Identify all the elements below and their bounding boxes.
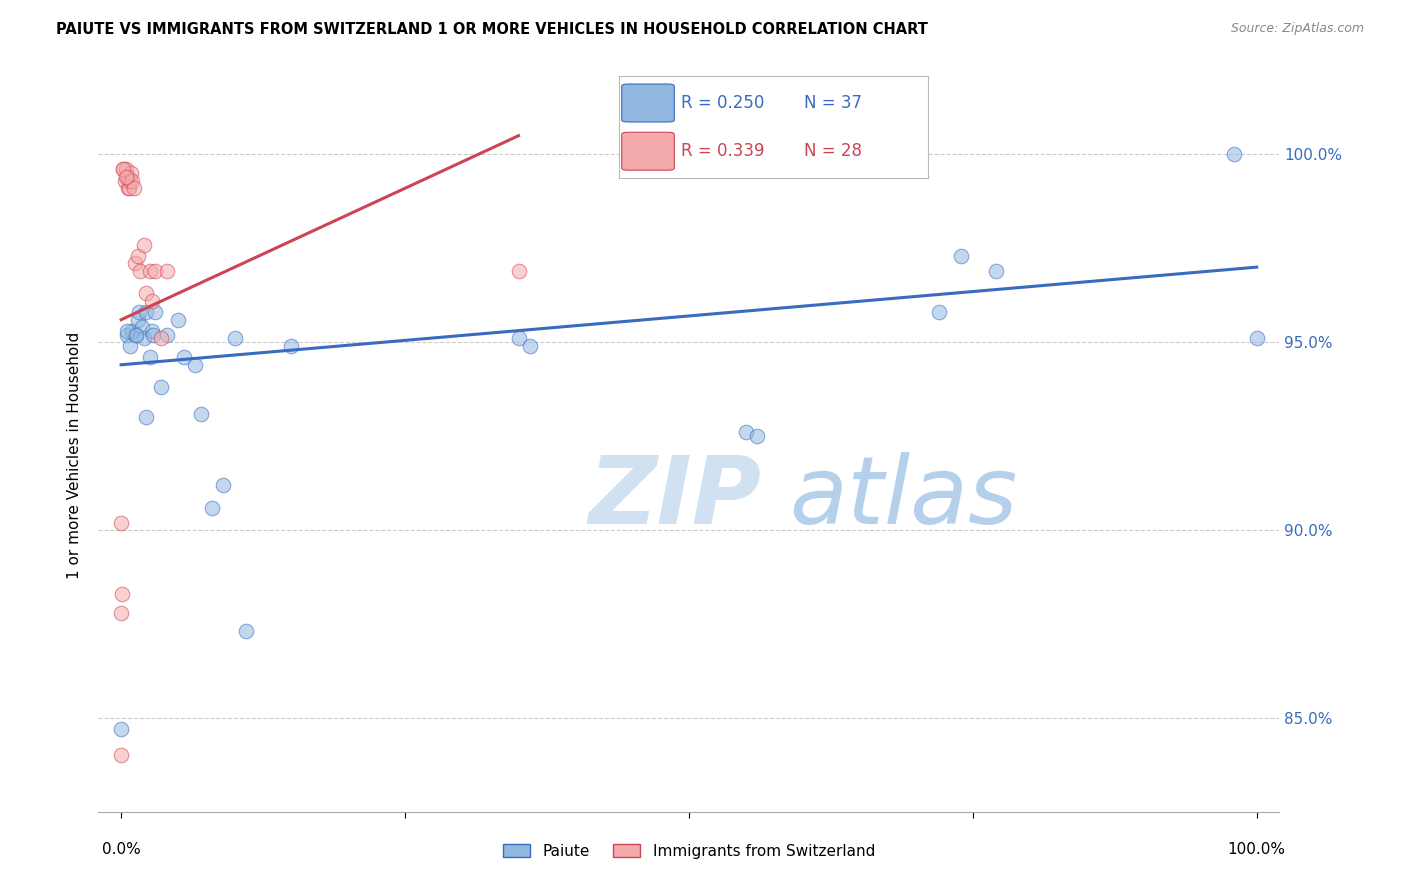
Text: 100.0%: 100.0% (1227, 842, 1285, 857)
FancyBboxPatch shape (621, 132, 675, 170)
Point (117, 181, 139, 195)
Point (155, 264, 177, 278)
Point (131, 320, 153, 334)
Point (201, 500, 224, 515)
Point (127, 249, 149, 263)
Point (115, 324, 138, 338)
Point (115, 327, 138, 342)
Point (125, 327, 148, 342)
Text: R = 0.250: R = 0.250 (681, 94, 763, 112)
Text: PAIUTE VS IMMIGRANTS FROM SWITZERLAND 1 OR MORE VEHICLES IN HOUSEHOLD CORRELATIO: PAIUTE VS IMMIGRANTS FROM SWITZERLAND 1 … (56, 22, 928, 37)
Point (235, 624, 257, 639)
Point (984, 264, 1007, 278)
Point (1223, 147, 1246, 161)
Point (142, 327, 165, 342)
Point (117, 169, 139, 184)
Point (149, 380, 172, 394)
Point (118, 181, 141, 195)
Point (114, 169, 136, 184)
Point (508, 264, 530, 278)
Point (190, 407, 212, 421)
Point (928, 305, 950, 319)
Point (135, 305, 157, 319)
Point (110, 722, 132, 736)
Point (280, 339, 302, 353)
Point (128, 305, 150, 319)
Text: 0.0%: 0.0% (101, 842, 141, 857)
Point (112, 162, 135, 177)
Point (143, 264, 166, 278)
Point (950, 249, 973, 263)
Text: ZIP: ZIP (589, 451, 762, 544)
Point (212, 478, 235, 492)
Point (122, 181, 145, 195)
Text: N = 28: N = 28 (804, 142, 862, 161)
Point (120, 166, 142, 180)
Y-axis label: 1 or more Vehicles in Household: 1 or more Vehicles in Household (67, 331, 83, 579)
Point (125, 327, 148, 342)
Point (115, 169, 138, 184)
Point (129, 264, 152, 278)
Point (124, 256, 146, 270)
Point (138, 264, 160, 278)
Point (135, 286, 157, 301)
Point (114, 174, 136, 188)
Point (121, 174, 143, 188)
Point (132, 237, 155, 252)
Point (173, 351, 195, 365)
Point (110, 606, 132, 620)
Point (110, 516, 132, 530)
Point (508, 331, 530, 345)
Point (120, 339, 142, 353)
Point (1246, 331, 1268, 345)
Point (519, 339, 541, 353)
Point (141, 324, 163, 338)
Point (135, 410, 157, 425)
Point (127, 312, 149, 326)
Text: N = 37: N = 37 (804, 94, 862, 112)
Text: Source: ZipAtlas.com: Source: ZipAtlas.com (1230, 22, 1364, 36)
Point (141, 293, 163, 308)
Point (114, 162, 136, 177)
Point (120, 174, 142, 188)
Point (143, 305, 166, 319)
Legend: Paiute, Immigrants from Switzerland: Paiute, Immigrants from Switzerland (496, 838, 882, 864)
Point (149, 331, 172, 345)
Point (111, 587, 134, 601)
Text: R = 0.339: R = 0.339 (681, 142, 763, 161)
Text: atlas: atlas (789, 452, 1018, 543)
Point (155, 327, 177, 342)
Point (734, 425, 756, 440)
Point (167, 312, 190, 326)
Point (745, 429, 768, 443)
FancyBboxPatch shape (621, 84, 675, 122)
Point (112, 162, 135, 177)
Point (224, 331, 246, 345)
Point (132, 331, 155, 345)
Point (138, 351, 160, 365)
Point (110, 748, 132, 763)
Point (121, 324, 143, 338)
Point (184, 358, 207, 372)
